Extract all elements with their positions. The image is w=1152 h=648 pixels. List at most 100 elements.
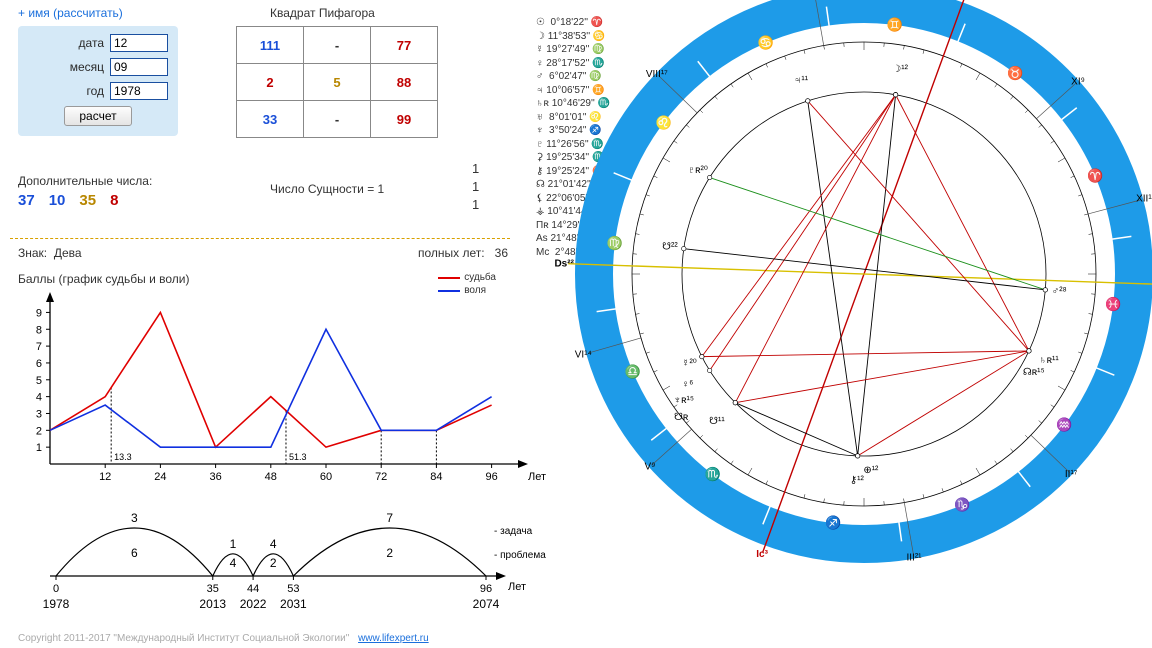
day-input[interactable]: [110, 34, 168, 52]
copyright: Copyright 2011-2017 "Международный Инсти…: [18, 633, 429, 644]
svg-text:Ds²²: Ds²²: [554, 259, 574, 270]
svg-text:84: 84: [430, 471, 442, 483]
svg-text:13.3: 13.3: [114, 452, 132, 462]
svg-text:XI⁹: XI⁹: [1071, 76, 1085, 87]
svg-text:☋²²: ☋²²: [662, 242, 678, 253]
svg-text:☿²⁰: ☿²⁰: [682, 358, 697, 369]
svg-text:3: 3: [36, 408, 42, 420]
svg-text:☽¹²: ☽¹²: [892, 64, 908, 75]
svg-text:2022: 2022: [240, 597, 267, 611]
svg-text:♂²⁸: ♂²⁸: [1052, 286, 1067, 297]
svg-text:2: 2: [270, 556, 277, 570]
svg-text:♓: ♓: [1105, 297, 1121, 312]
additional-values: 3710358: [18, 192, 152, 209]
svg-text:5: 5: [36, 375, 42, 387]
svg-text:2031: 2031: [280, 597, 307, 611]
svg-text:2: 2: [386, 546, 393, 560]
svg-text:II¹⁷: II¹⁷: [1065, 469, 1078, 480]
svg-text:♀⁶: ♀⁶: [682, 379, 694, 390]
svg-text:48: 48: [265, 471, 277, 483]
fate-chart: 1234567891224364860728496Лет13.351.3: [18, 290, 518, 490]
svg-text:53: 53: [287, 583, 299, 595]
section-divider: [10, 238, 510, 239]
month-input[interactable]: [110, 58, 168, 76]
svg-text:☋¹¹: ☋¹¹: [709, 416, 725, 427]
life-periods-chart: Лет- задача- проблема3614427201978352013…: [18, 498, 518, 624]
svg-text:60: 60: [320, 471, 332, 483]
day-label: дата: [79, 36, 104, 50]
svg-text:III²¹: III²¹: [907, 553, 923, 564]
svg-text:2074: 2074: [473, 597, 500, 611]
svg-text:Лет: Лет: [508, 581, 526, 593]
svg-text:2: 2: [36, 425, 42, 437]
svg-text:♒: ♒: [1056, 417, 1072, 432]
svg-text:♉: ♉: [1007, 66, 1023, 81]
natal-chart: ♈♉♊♋♌♍♎♏♐♑♒♓Mc³Ic³Ds²²As²²IX²¹XI⁹XII¹⁴VI…: [544, 4, 1152, 610]
svg-text:- задача: - задача: [494, 526, 533, 537]
svg-text:♈: ♈: [1087, 168, 1103, 183]
svg-text:VIII¹⁷: VIII¹⁷: [646, 69, 668, 80]
svg-text:⊕¹²: ⊕¹²: [863, 465, 879, 476]
age-label: полных лет:: [418, 246, 485, 260]
year-label: год: [86, 84, 104, 98]
calculate-button[interactable]: расчет: [64, 106, 131, 126]
svg-text:♍: ♍: [607, 235, 623, 250]
svg-text:♇ʀ²⁰: ♇ʀ²⁰: [688, 165, 708, 176]
svg-text:36: 36: [209, 471, 221, 483]
svg-text:♃¹¹: ♃¹¹: [794, 75, 809, 86]
svg-text:35: 35: [207, 583, 219, 595]
svg-text:72: 72: [375, 471, 387, 483]
svg-text:9: 9: [36, 307, 42, 319]
svg-text:♑: ♑: [954, 497, 970, 512]
svg-text:♆ʀ¹⁵: ♆ʀ¹⁵: [674, 395, 694, 406]
svg-text:96: 96: [480, 583, 492, 595]
age-value: 36: [495, 246, 508, 260]
svg-text:44: 44: [247, 583, 259, 595]
svg-text:6: 6: [131, 546, 138, 560]
svg-text:1: 1: [230, 537, 237, 551]
svg-text:XII¹⁴: XII¹⁴: [1136, 193, 1152, 204]
svg-text:0: 0: [53, 583, 59, 595]
svg-text:♊: ♊: [886, 17, 902, 32]
svg-text:1978: 1978: [43, 597, 70, 611]
svg-text:Ic³: Ic³: [756, 549, 768, 560]
pythagoras-title: Квадрат Пифагора: [270, 6, 375, 20]
svg-text:V⁹: V⁹: [644, 462, 655, 473]
svg-text:♐: ♐: [825, 515, 841, 530]
svg-text:7: 7: [386, 511, 393, 525]
zodiac-value: Дева: [54, 246, 82, 260]
svg-text:96: 96: [485, 471, 497, 483]
svg-text:⚷¹²: ⚷¹²: [850, 475, 865, 486]
svg-text:4: 4: [230, 556, 237, 570]
svg-text:24: 24: [154, 471, 166, 483]
svg-text:♄ʀ¹¹: ♄ʀ¹¹: [1039, 355, 1059, 366]
svg-text:♏: ♏: [705, 466, 721, 481]
zodiac-label: Знак:: [18, 246, 47, 260]
svg-text:1: 1: [36, 442, 42, 454]
svg-text:8: 8: [36, 324, 42, 336]
pythagoras-square: 111-77258833-99: [236, 26, 438, 138]
svg-text:6: 6: [36, 358, 42, 370]
additional-numbers: Дополнительные числа: 3710358: [18, 174, 152, 209]
svg-text:VI¹⁴: VI¹⁴: [575, 349, 592, 360]
svg-text:♋: ♋: [758, 35, 774, 50]
svg-text:♎: ♎: [625, 364, 641, 379]
svg-text:51.3: 51.3: [289, 452, 307, 462]
fate-chart-title: Баллы (график судьбы и воли): [18, 272, 189, 286]
svg-text:☊ʀ¹⁵: ☊ʀ¹⁵: [1023, 367, 1045, 378]
svg-text:7: 7: [36, 341, 42, 353]
date-calc-panel: дата месяц год расчет: [18, 26, 178, 136]
svg-text:4: 4: [270, 537, 277, 551]
name-calc-link[interactable]: + имя (рассчитать): [18, 6, 123, 20]
essence-number: Число Сущности = 1: [270, 182, 384, 196]
additional-label: Дополнительные числа:: [18, 174, 152, 188]
svg-text:☋ʀ: ☋ʀ: [674, 412, 689, 423]
svg-text:4: 4: [36, 392, 42, 404]
month-label: месяц: [70, 60, 104, 74]
side-ones: 111: [472, 160, 479, 214]
year-input[interactable]: [110, 82, 168, 100]
site-link[interactable]: www.lifexpert.ru: [358, 633, 429, 644]
svg-text:3: 3: [131, 511, 138, 525]
svg-text:2013: 2013: [199, 597, 226, 611]
svg-text:♌: ♌: [655, 115, 671, 130]
